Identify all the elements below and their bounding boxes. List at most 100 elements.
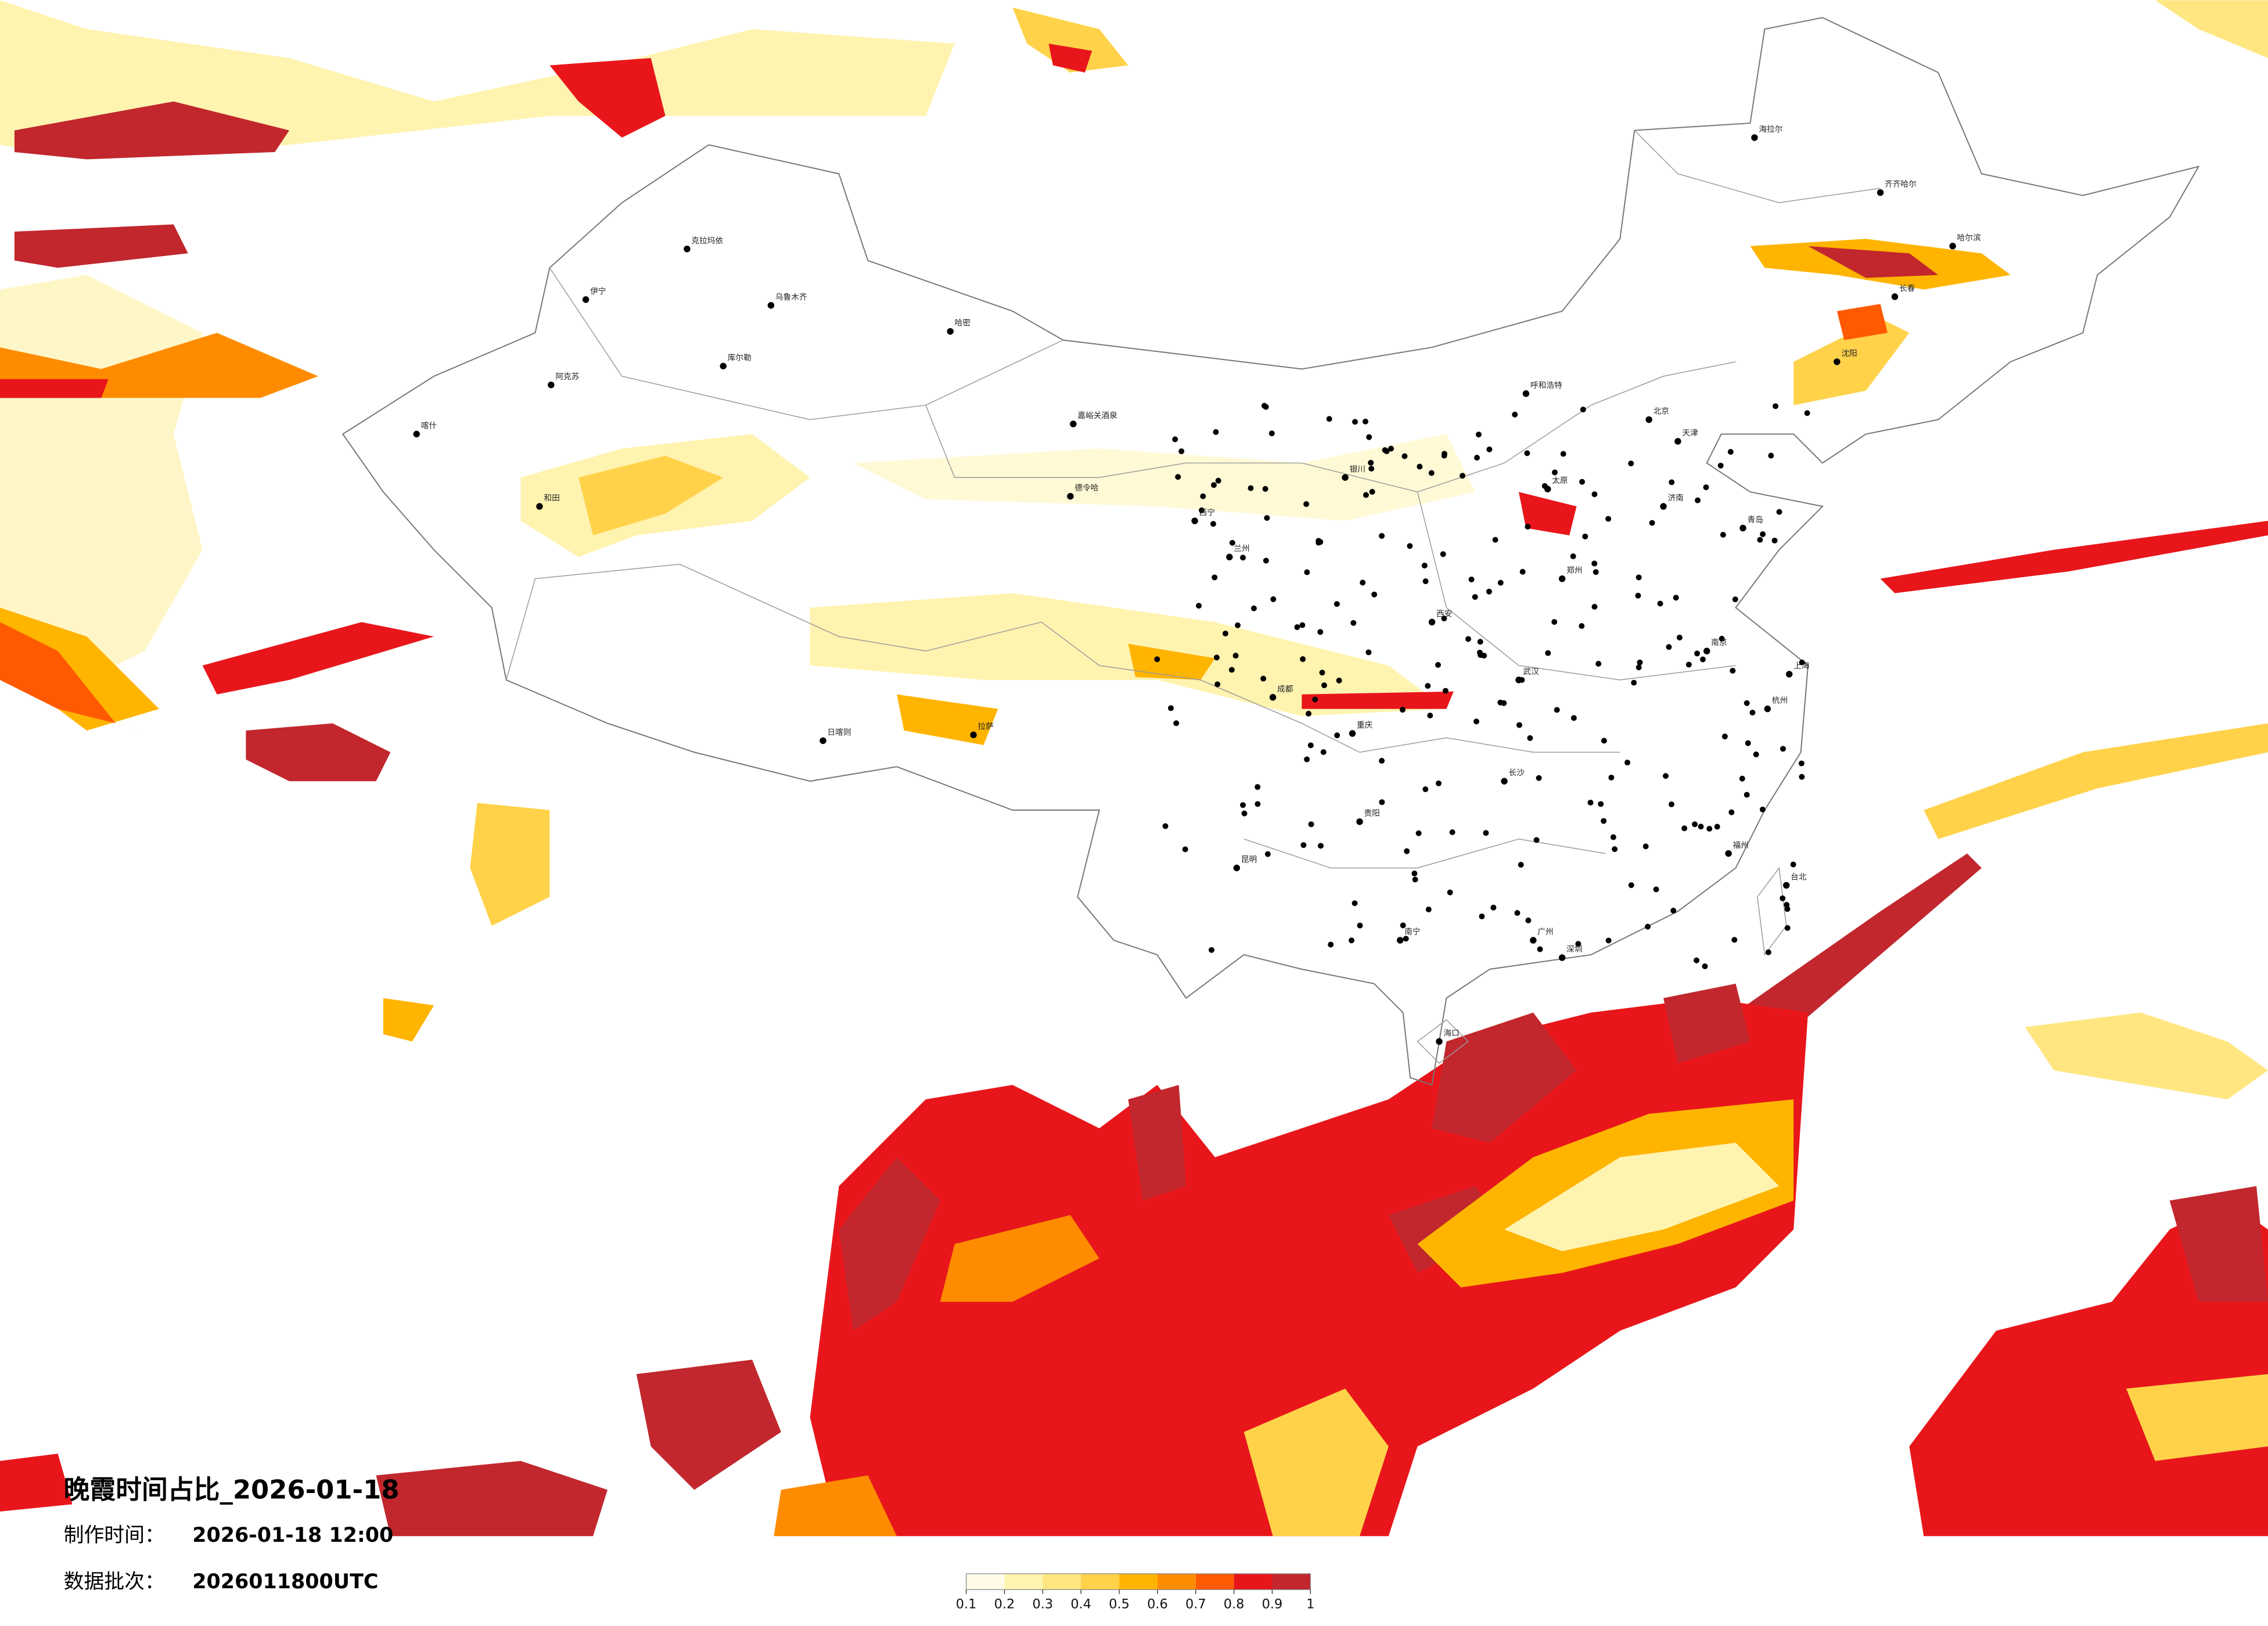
city-dot	[1635, 592, 1641, 599]
city-dot	[1739, 775, 1745, 782]
city-dot	[1595, 661, 1602, 667]
city-dot	[1317, 539, 1324, 545]
city-dot	[1642, 843, 1649, 850]
city-dot	[1360, 580, 1366, 586]
city-label: 北京	[1654, 407, 1669, 416]
city-dot	[1653, 886, 1659, 893]
city-dot	[1349, 730, 1356, 737]
city-dot	[1719, 635, 1725, 642]
city-dot	[1422, 786, 1429, 793]
city-label: 深圳	[1566, 945, 1582, 954]
city-dot	[1501, 700, 1507, 706]
city-dot	[1681, 825, 1688, 832]
city-dot	[1537, 946, 1543, 952]
city-dot	[1695, 497, 1701, 503]
city-dot	[548, 382, 555, 388]
city-dot	[1215, 477, 1221, 484]
city-label: 台北	[1791, 873, 1807, 882]
city-dot	[1628, 461, 1634, 467]
colorbar-tick-label: 0.3	[1033, 1597, 1054, 1612]
city-dot	[1299, 622, 1306, 628]
city-dot	[1213, 654, 1220, 661]
city-dot	[1349, 937, 1355, 944]
city-label: 长沙	[1509, 768, 1525, 778]
city-label: 贵阳	[1364, 809, 1379, 818]
city-dot	[1362, 418, 1368, 425]
city-dot	[1369, 488, 1375, 495]
city-dot	[1196, 603, 1202, 609]
city-dot	[1436, 1038, 1443, 1045]
city-dot	[1383, 448, 1390, 455]
city-dot	[1663, 773, 1669, 779]
colorbar-tick-label: 0.4	[1070, 1597, 1091, 1612]
city-dot	[1527, 735, 1533, 741]
city-dot	[1320, 749, 1327, 756]
city-dot	[1730, 667, 1736, 674]
city-dot	[1250, 605, 1257, 611]
city-dot	[1479, 913, 1485, 920]
city-dot	[1668, 801, 1674, 808]
city-label: 成都	[1277, 685, 1293, 694]
city-label: 杭州	[1772, 696, 1788, 706]
city-dot	[1579, 479, 1586, 485]
city-dot	[1436, 780, 1442, 786]
city-dot	[1363, 492, 1369, 498]
city-dot	[1222, 630, 1228, 636]
city-dot	[1415, 830, 1422, 836]
city-dot	[1501, 778, 1508, 785]
city-dot	[582, 296, 590, 303]
city-dot	[1352, 419, 1358, 425]
city-dot	[1575, 941, 1582, 947]
city-dot	[684, 246, 691, 253]
heatmap	[0, 0, 2268, 1537]
city-label: 南京	[1711, 638, 1727, 647]
city-dot	[1212, 574, 1218, 581]
city-dot	[1248, 485, 1254, 491]
city-dot	[1235, 622, 1241, 628]
city-label: 和田	[544, 494, 559, 503]
city-dot	[1400, 922, 1406, 929]
city-dot	[1780, 895, 1786, 901]
city-dot	[1200, 493, 1206, 499]
city-dot	[1524, 450, 1530, 456]
city-dot	[1070, 420, 1077, 427]
city-label: 日喀则	[828, 728, 851, 738]
city-dot	[1368, 466, 1375, 472]
city-dot	[1660, 503, 1667, 510]
city-dot	[1492, 537, 1498, 543]
colorbar-tick-label: 0.8	[1224, 1597, 1245, 1612]
city-dot	[1728, 809, 1735, 815]
city-dot	[1670, 908, 1677, 914]
city-dot	[1636, 574, 1642, 581]
city-dot	[1350, 620, 1357, 626]
city-dot	[1379, 799, 1385, 805]
city-dot	[1486, 588, 1492, 595]
colorbar-bin	[1119, 1573, 1158, 1590]
city-dot	[1782, 882, 1790, 889]
city-dot	[1570, 553, 1576, 559]
city-dot	[1490, 904, 1497, 911]
city-dot	[1631, 679, 1637, 686]
city-dot	[1468, 576, 1475, 582]
city-dot	[820, 737, 826, 744]
city-dot	[1173, 720, 1180, 726]
city-dot	[1765, 949, 1771, 955]
city-dot	[1721, 733, 1728, 740]
city-dot	[1240, 802, 1246, 808]
city-dot	[720, 362, 727, 370]
city-dot	[1519, 569, 1526, 575]
city-dot	[1210, 482, 1217, 488]
city-label: 哈尔滨	[1957, 233, 1981, 243]
colorbar-tick-label: 0.5	[1109, 1597, 1130, 1612]
city-dot	[1441, 616, 1447, 622]
city-label: 呼和浩特	[1530, 381, 1562, 390]
city-dot	[1294, 624, 1300, 630]
city-dot	[1580, 406, 1586, 413]
city-dot	[1554, 707, 1560, 713]
city-dot	[1300, 656, 1306, 662]
city-label: 西安	[1436, 609, 1452, 618]
country-outline	[342, 17, 2200, 1086]
city-dot	[1645, 923, 1651, 930]
city-label: 兰州	[1234, 544, 1249, 553]
